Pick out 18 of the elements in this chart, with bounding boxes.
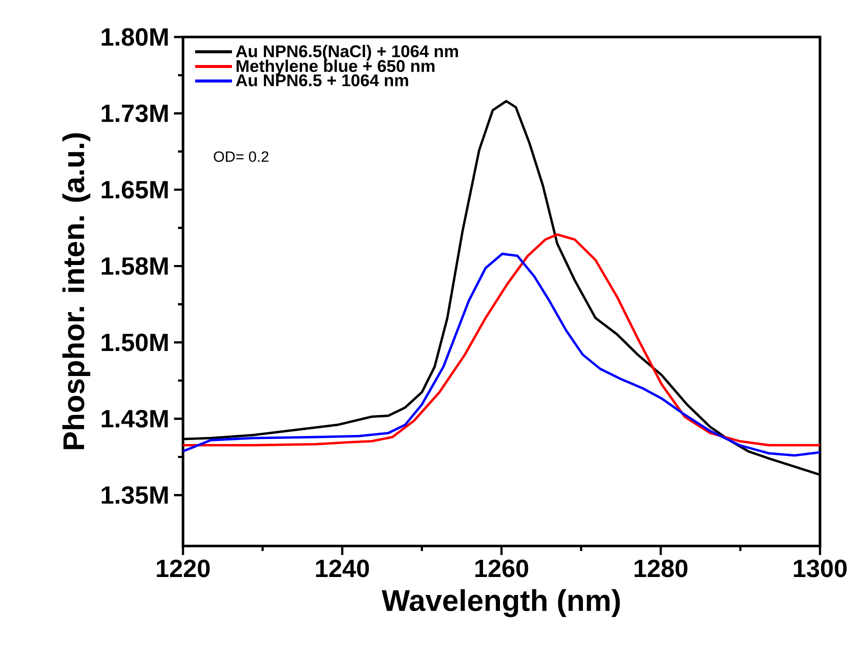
y-tick-label: 1.80M (102, 28, 168, 46)
x-tick-label: 1240 (316, 560, 369, 578)
y-tick-label: 1.43M (102, 410, 168, 428)
x-axis-title: Wavelength (nm) (382, 589, 620, 618)
x-tick-label: 1300 (794, 560, 847, 578)
y-tick-label: 1.65M (102, 180, 168, 199)
x-tick-label: 1220 (156, 560, 210, 578)
legend-label: Methylene blue + 650 nm (236, 60, 434, 76)
x-tick-label: 1260 (475, 560, 528, 578)
y-tick-label: 1.73M (102, 104, 168, 122)
legend-label: Au NPN6.5 + 1064 nm (236, 74, 408, 86)
y-tick-label: 1.50M (102, 334, 168, 352)
annotation: OD= 0.2 (214, 151, 268, 162)
y-tick-label: 1.58M (102, 257, 168, 275)
x-tick-label: 1280 (634, 560, 688, 578)
y-tick-label: 1.35M (102, 486, 168, 504)
legend-label: Au NPN6.5(NaCl) + 1064 nm (236, 44, 458, 61)
y-axis-title: Phosphor. inten. (a.u.) (62, 133, 90, 450)
